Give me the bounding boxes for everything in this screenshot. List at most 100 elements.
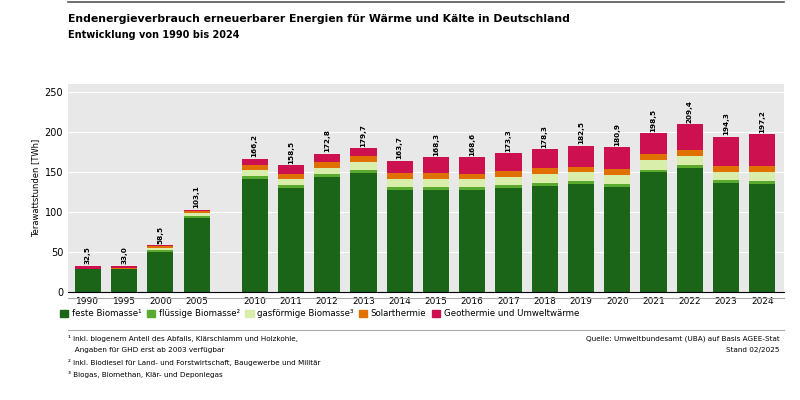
Bar xyxy=(459,157,486,174)
Text: 182,5: 182,5 xyxy=(578,121,584,144)
Bar xyxy=(314,177,340,292)
Bar xyxy=(713,180,739,183)
Bar xyxy=(75,269,101,292)
Bar xyxy=(495,171,522,177)
Text: 197,2: 197,2 xyxy=(759,110,766,133)
Bar xyxy=(184,213,210,216)
Bar xyxy=(386,190,413,292)
Bar xyxy=(677,124,702,150)
Bar xyxy=(495,185,522,188)
Bar xyxy=(242,165,268,170)
Bar xyxy=(314,174,340,177)
Bar xyxy=(184,218,210,292)
Text: Entwicklung von 1990 bis 2024: Entwicklung von 1990 bis 2024 xyxy=(68,30,239,40)
Bar xyxy=(423,179,449,187)
Legend: feste Biomasse¹, flüssige Biomasse², gasförmige Biomasse³, Solarthermie, Geother: feste Biomasse¹, flüssige Biomasse², gas… xyxy=(56,306,582,322)
Text: 180,9: 180,9 xyxy=(614,123,620,146)
Bar xyxy=(713,172,739,180)
Bar xyxy=(604,184,630,187)
Bar xyxy=(532,183,558,186)
Bar xyxy=(532,168,558,174)
Bar xyxy=(604,187,630,292)
Bar xyxy=(604,175,630,184)
Bar xyxy=(111,269,138,292)
Bar xyxy=(111,268,138,269)
Text: Quelle: Umweltbundesamt (UBA) auf Basis AGEE-Stat: Quelle: Umweltbundesamt (UBA) auf Basis … xyxy=(586,335,780,342)
Bar xyxy=(495,153,522,171)
Text: 179,7: 179,7 xyxy=(361,124,366,147)
Y-axis label: Terawattstunden [TWh]: Terawattstunden [TWh] xyxy=(31,139,40,237)
Bar xyxy=(350,156,377,162)
Bar xyxy=(423,190,449,292)
Text: ¹ inkl. biogenem Anteil des Abfalls, Klärschlamm und Holzkohle,: ¹ inkl. biogenem Anteil des Abfalls, Klä… xyxy=(68,335,298,342)
Bar xyxy=(184,211,210,213)
Bar xyxy=(147,248,174,250)
Bar xyxy=(532,149,558,168)
Bar xyxy=(749,172,775,181)
Bar xyxy=(641,172,666,292)
Bar xyxy=(147,245,174,246)
Bar xyxy=(423,187,449,190)
Text: 173,3: 173,3 xyxy=(506,129,511,152)
Bar xyxy=(604,147,630,169)
Bar xyxy=(242,176,268,179)
Text: Stand 02/2025: Stand 02/2025 xyxy=(726,347,780,353)
Bar xyxy=(749,184,775,292)
Text: 194,3: 194,3 xyxy=(723,112,729,135)
Bar xyxy=(386,173,413,179)
Bar xyxy=(532,174,558,183)
Text: 168,3: 168,3 xyxy=(433,133,439,156)
Text: 198,5: 198,5 xyxy=(650,108,657,132)
Text: ³ Biogas, Biomethan, Klär- und Deponiegas: ³ Biogas, Biomethan, Klär- und Deponiega… xyxy=(68,371,222,378)
Bar xyxy=(641,154,666,160)
Bar xyxy=(677,168,702,292)
Bar xyxy=(386,187,413,190)
Bar xyxy=(459,174,486,179)
Bar xyxy=(568,146,594,167)
Bar xyxy=(749,181,775,184)
Text: Endenergieverbrauch erneuerbarer Energien für Wärme und Kälte in Deutschland: Endenergieverbrauch erneuerbarer Energie… xyxy=(68,14,570,24)
Bar xyxy=(314,168,340,174)
Bar xyxy=(495,177,522,185)
Bar xyxy=(459,187,486,190)
Bar xyxy=(677,165,702,168)
Bar xyxy=(568,181,594,184)
Text: 172,8: 172,8 xyxy=(324,129,330,152)
Bar xyxy=(350,148,377,156)
Bar xyxy=(568,167,594,172)
Bar xyxy=(147,250,174,252)
Bar xyxy=(386,161,413,173)
Bar xyxy=(278,185,304,188)
Bar xyxy=(386,179,413,187)
Text: 103,1: 103,1 xyxy=(194,185,200,208)
Bar xyxy=(423,157,449,173)
Bar xyxy=(641,160,666,170)
Bar xyxy=(459,179,486,187)
Bar xyxy=(641,170,666,172)
Bar xyxy=(147,246,174,248)
Bar xyxy=(459,190,486,292)
Text: 32,5: 32,5 xyxy=(85,246,91,264)
Bar xyxy=(184,210,210,211)
Bar xyxy=(278,174,304,179)
Bar xyxy=(111,266,138,268)
Bar xyxy=(495,188,522,292)
Bar xyxy=(713,136,739,166)
Bar xyxy=(350,162,377,170)
Bar xyxy=(677,156,702,165)
Bar xyxy=(242,159,268,165)
Bar xyxy=(350,170,377,173)
Bar xyxy=(278,165,304,174)
Bar xyxy=(423,173,449,179)
Bar xyxy=(242,179,268,292)
Bar xyxy=(713,183,739,292)
Bar xyxy=(184,216,210,218)
Bar xyxy=(568,172,594,181)
Bar xyxy=(749,134,775,166)
Bar xyxy=(314,162,340,168)
Bar xyxy=(278,179,304,185)
Bar xyxy=(604,169,630,175)
Bar xyxy=(677,150,702,156)
Bar xyxy=(314,154,340,162)
Bar xyxy=(350,173,377,292)
